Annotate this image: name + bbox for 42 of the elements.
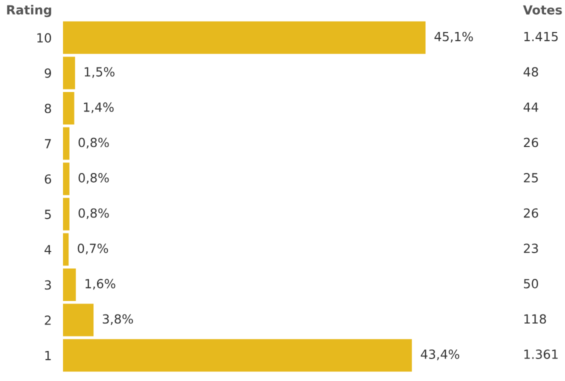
bar bbox=[63, 268, 76, 301]
text: 1.415 bbox=[524, 32, 558, 42]
data-label: 0,8% bbox=[78, 208, 109, 220]
y-tick-label: 6 bbox=[44, 174, 52, 184]
y-tick-label: 8 bbox=[44, 104, 52, 114]
bar bbox=[63, 233, 69, 266]
data-label: 1,4% bbox=[84, 102, 114, 114]
data-label: 0,8% bbox=[78, 173, 109, 184]
y-tick-label: 2 bbox=[44, 316, 51, 325]
text: 23 bbox=[524, 244, 538, 254]
y-tick-label: 4 bbox=[44, 245, 52, 254]
text: 50 bbox=[524, 278, 538, 288]
data-label: 1,6% bbox=[86, 278, 116, 290]
bar bbox=[63, 339, 412, 372]
text: 44 bbox=[524, 102, 538, 112]
bar bbox=[63, 92, 74, 124]
y-axis-title: Rating bbox=[7, 4, 52, 18]
bar bbox=[63, 198, 70, 230]
data-label: 0,8% bbox=[78, 138, 109, 148]
text: 48 bbox=[524, 67, 538, 77]
text: 26 bbox=[524, 208, 538, 218]
bar bbox=[63, 162, 70, 196]
text: 118 bbox=[524, 314, 546, 324]
bar bbox=[63, 56, 76, 90]
y-tick-label: 3 bbox=[44, 280, 51, 290]
y-tick-label: 10 bbox=[37, 33, 52, 43]
y-tick-label: 9 bbox=[44, 68, 52, 78]
bar bbox=[63, 304, 94, 336]
text: Votes bbox=[523, 5, 562, 15]
data-label: 0,7% bbox=[78, 244, 108, 254]
y-tick-label: 1 bbox=[45, 350, 51, 360]
data-label: 3,8% bbox=[102, 314, 133, 325]
text: 26 bbox=[524, 138, 538, 148]
data-label: 45,1% bbox=[434, 32, 473, 43]
y-tick-label: 7 bbox=[44, 139, 51, 148]
y-tick-label: 5 bbox=[44, 210, 51, 220]
text: 25 bbox=[524, 173, 538, 182]
bar bbox=[63, 21, 426, 54]
text: 1.361 bbox=[524, 350, 558, 359]
data-label: 1,5% bbox=[84, 67, 114, 78]
data-label: 43,4% bbox=[420, 350, 460, 360]
bar bbox=[63, 127, 70, 160]
